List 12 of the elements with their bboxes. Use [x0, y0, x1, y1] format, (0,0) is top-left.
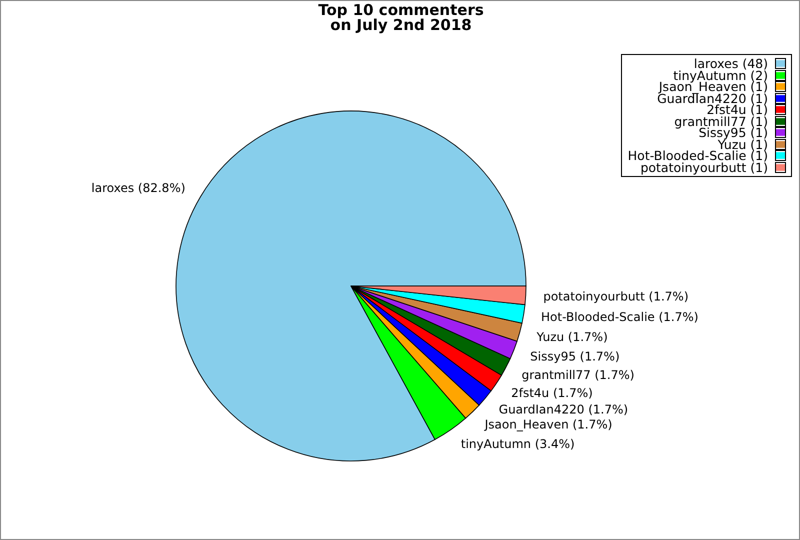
data-label: Sissy95 (1.7%): [530, 349, 620, 364]
data-label: Jsaon_Heaven (1.7%): [484, 417, 612, 432]
chart-title: Top 10 commenters on July 2nd 2018: [317, 1, 485, 34]
data-label: Hot-Blooded-Scalie (1.7%): [541, 310, 698, 324]
data-label: 2fst4u (1.7%): [511, 386, 593, 400]
data-label: grantmill77 (1.7%): [522, 368, 634, 382]
data-label: laroxes (82.8%): [91, 180, 186, 195]
data-label: GuardIan4220 (1.7%): [498, 402, 628, 416]
data-label: potatoinyourbutt (1.7%): [543, 289, 689, 304]
legend-label: laroxes (48): [694, 56, 768, 71]
data-label: tinyAutumn (3.4%): [460, 437, 575, 452]
data-label: Yuzu (1.7%): [536, 330, 608, 344]
